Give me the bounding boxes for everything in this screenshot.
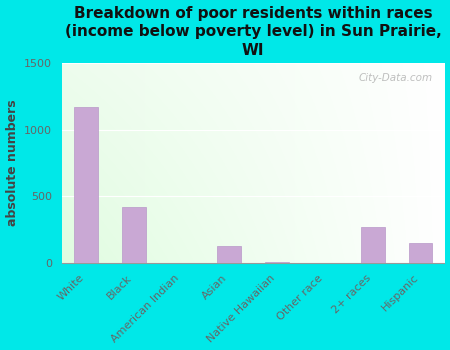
Bar (265, 262, 289, 263)
Title: Breakdown of poor residents within races
(income below poverty level) in Sun Pra: Breakdown of poor residents within races… (65, 6, 441, 58)
Bar (217, 246, 241, 263)
Bar (122, 207, 145, 263)
Text: City-Data.com: City-Data.com (359, 73, 433, 83)
Y-axis label: absolute numbers: absolute numbers (5, 100, 18, 226)
Bar (74, 107, 98, 263)
Bar (409, 243, 432, 263)
Bar (361, 227, 385, 263)
